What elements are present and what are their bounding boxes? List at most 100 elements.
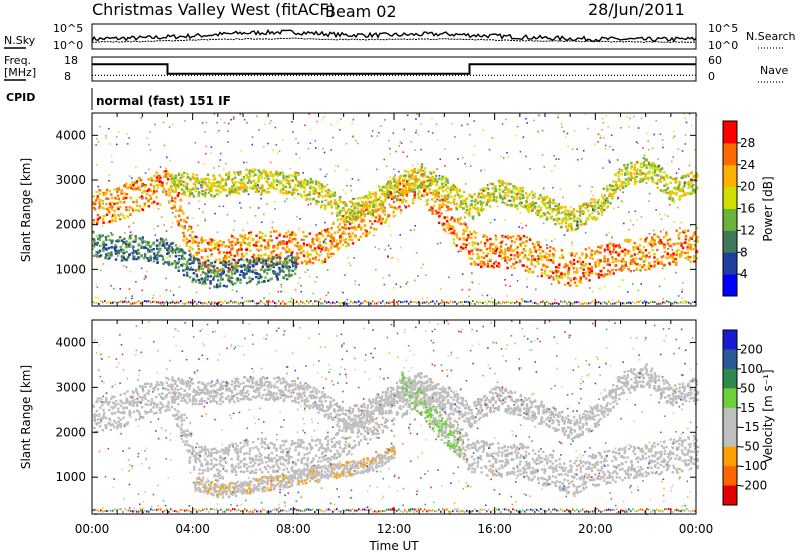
- scatter-cell: [174, 176, 177, 179]
- scatter-dot: [131, 295, 134, 297]
- scatter-cell: [365, 195, 368, 198]
- scatter-cell: [249, 259, 252, 262]
- scatter-cell: [362, 212, 365, 215]
- scatter-dot: [346, 184, 348, 187]
- scatter-cell: [303, 179, 306, 183]
- scatter-cell: [482, 256, 486, 260]
- scatter-dot: [664, 213, 666, 216]
- scatter-dot: [675, 271, 677, 274]
- scatter-cell: [536, 260, 539, 263]
- scatter-cell: [354, 235, 358, 239]
- scatter-cell: [269, 171, 273, 175]
- scatter-cell: [248, 268, 251, 272]
- scatter-cell: [180, 173, 184, 176]
- scatter-cell: [216, 271, 220, 274]
- scatter-dot: [319, 237, 321, 240]
- scatter-dot: [672, 137, 674, 139]
- scatter-dot: [620, 267, 622, 269]
- scatter-cell: [216, 275, 219, 278]
- scatter-cell: [648, 263, 651, 266]
- scatter-cell: [147, 205, 151, 208]
- scatter-cell: [374, 208, 378, 211]
- scatter-cell: [128, 253, 131, 256]
- scatter-cell: [443, 222, 446, 225]
- scatter-cell: [677, 234, 680, 237]
- scatter-cell: [182, 262, 185, 266]
- scatter-cell: [104, 256, 107, 259]
- scatter-cell: [581, 260, 585, 264]
- scatter-cell: [294, 188, 298, 191]
- scatter-cell: [236, 240, 239, 243]
- scatter-cell: [548, 200, 551, 203]
- scatter-dot: [397, 303, 399, 305]
- scatter-cell: [462, 236, 465, 240]
- scatter-dot: [523, 196, 526, 198]
- scatter-cell: [341, 226, 344, 229]
- scatter-cell: [264, 247, 267, 251]
- scatter-cell: [663, 250, 667, 253]
- scatter-cell: [351, 203, 355, 206]
- scatter-dot: [205, 188, 208, 191]
- scatter-cell: [110, 193, 113, 196]
- scatter-cell: [386, 188, 389, 192]
- scatter-cell: [359, 215, 362, 218]
- scatter-cell: [498, 251, 502, 254]
- scatter-dot: [470, 233, 472, 236]
- scatter-dot: [609, 262, 611, 264]
- scatter-cell: [231, 245, 234, 248]
- scatter-dot: [495, 249, 498, 252]
- scatter-cell: [690, 237, 693, 241]
- scatter-cell: [113, 209, 116, 212]
- scatter-cell: [641, 179, 644, 183]
- scatter-cell: [257, 249, 260, 252]
- scatter-cell: [623, 164, 626, 167]
- scatter-cell: [464, 202, 468, 206]
- scatter-cell: [155, 171, 158, 174]
- scatter-dot: [208, 287, 211, 289]
- scatter-cell: [213, 182, 216, 185]
- scatter-cell: [141, 241, 144, 244]
- scatter-dot: [115, 136, 118, 138]
- scatter-dot: [228, 272, 230, 275]
- scatter-dot: [618, 168, 621, 171]
- scatter-cell: [480, 209, 483, 213]
- scatter-cell: [294, 267, 297, 271]
- scatter-cell: [651, 248, 654, 252]
- scatter-cell: [672, 260, 675, 264]
- scatter-cell: [470, 257, 474, 260]
- scatter-cell: [143, 190, 146, 193]
- scatter-dot: [327, 256, 330, 259]
- scatter-cell: [92, 245, 96, 248]
- scatter-cell: [192, 272, 196, 275]
- scatter-cell: [663, 263, 667, 267]
- scatter-cell: [182, 212, 185, 215]
- scatter-cell: [531, 242, 535, 246]
- scatter-dot: [148, 143, 150, 146]
- scatter-cell: [411, 198, 415, 202]
- scatter-cell: [239, 278, 242, 281]
- scatter-cell: [497, 188, 501, 191]
- scatter-cell: [659, 239, 662, 242]
- scatter-cell: [195, 257, 199, 261]
- scatter-cell: [480, 205, 484, 208]
- scatter-cell: [245, 258, 249, 261]
- scatter-cell: [155, 176, 159, 179]
- scatter-cell: [191, 187, 195, 190]
- scatter-cell: [584, 207, 587, 210]
- scatter-cell: [345, 216, 349, 219]
- scatter-cell: [210, 183, 214, 186]
- scatter-dot: [385, 165, 388, 168]
- scatter-cell: [255, 188, 259, 191]
- scatter-cell: [312, 189, 315, 192]
- scatter-cell: [309, 181, 312, 184]
- scatter-cell: [338, 223, 341, 226]
- scatter-cell: [194, 269, 198, 272]
- scatter-cell: [174, 209, 178, 212]
- scatter-cell: [672, 187, 676, 190]
- scatter-dot: [233, 220, 236, 222]
- scatter-dot: [444, 165, 446, 167]
- scatter-cell: [486, 252, 490, 256]
- scatter-cell: [459, 216, 462, 219]
- scatter-cell: [689, 256, 692, 259]
- scatter-dot: [398, 145, 401, 147]
